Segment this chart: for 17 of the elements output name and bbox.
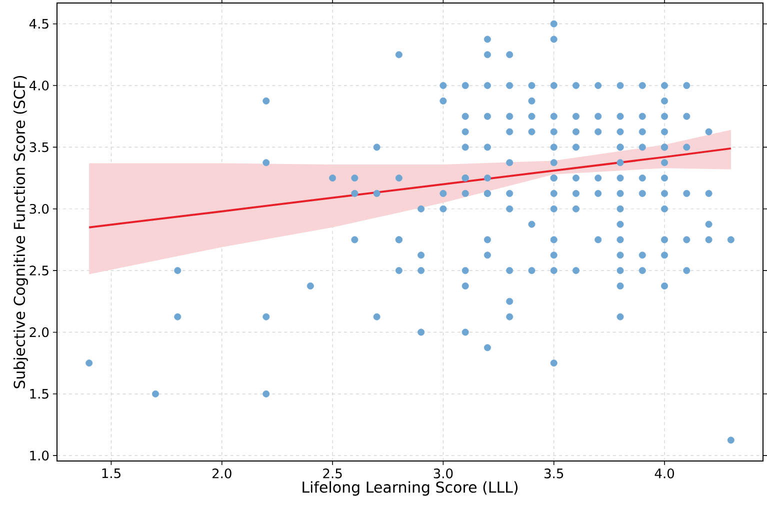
x-tick-label: 1.5 [102,468,120,478]
y-tick-label: 3.0 [30,204,49,214]
line-series [88,147,732,228]
y-tick-label: 2.0 [30,327,49,338]
y-tick-label: 1.5 [30,389,48,399]
x-tick-label: 2.0 [212,468,232,478]
x-tick-label: 3.0 [434,468,453,478]
y-tick-label: 1.0 [30,450,49,460]
y-tick-label: 4.0 [29,80,49,90]
y-tick-label: 4.5 [29,19,48,29]
x-tick-label: 3.5 [544,468,564,478]
y-tick-label: 2.5 [30,266,48,276]
x-axis-title: Lifelong Learning Score (LLL) [302,481,518,496]
y-axis-title: Subjective Cognitive Function Score (SCF) [13,76,28,388]
y-tick-label: 3.5 [30,142,48,152]
x-tick-label: 2.5 [323,468,342,478]
x-tick-label: 4.0 [654,468,674,478]
